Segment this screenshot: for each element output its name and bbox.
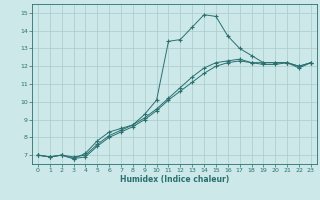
- X-axis label: Humidex (Indice chaleur): Humidex (Indice chaleur): [120, 175, 229, 184]
